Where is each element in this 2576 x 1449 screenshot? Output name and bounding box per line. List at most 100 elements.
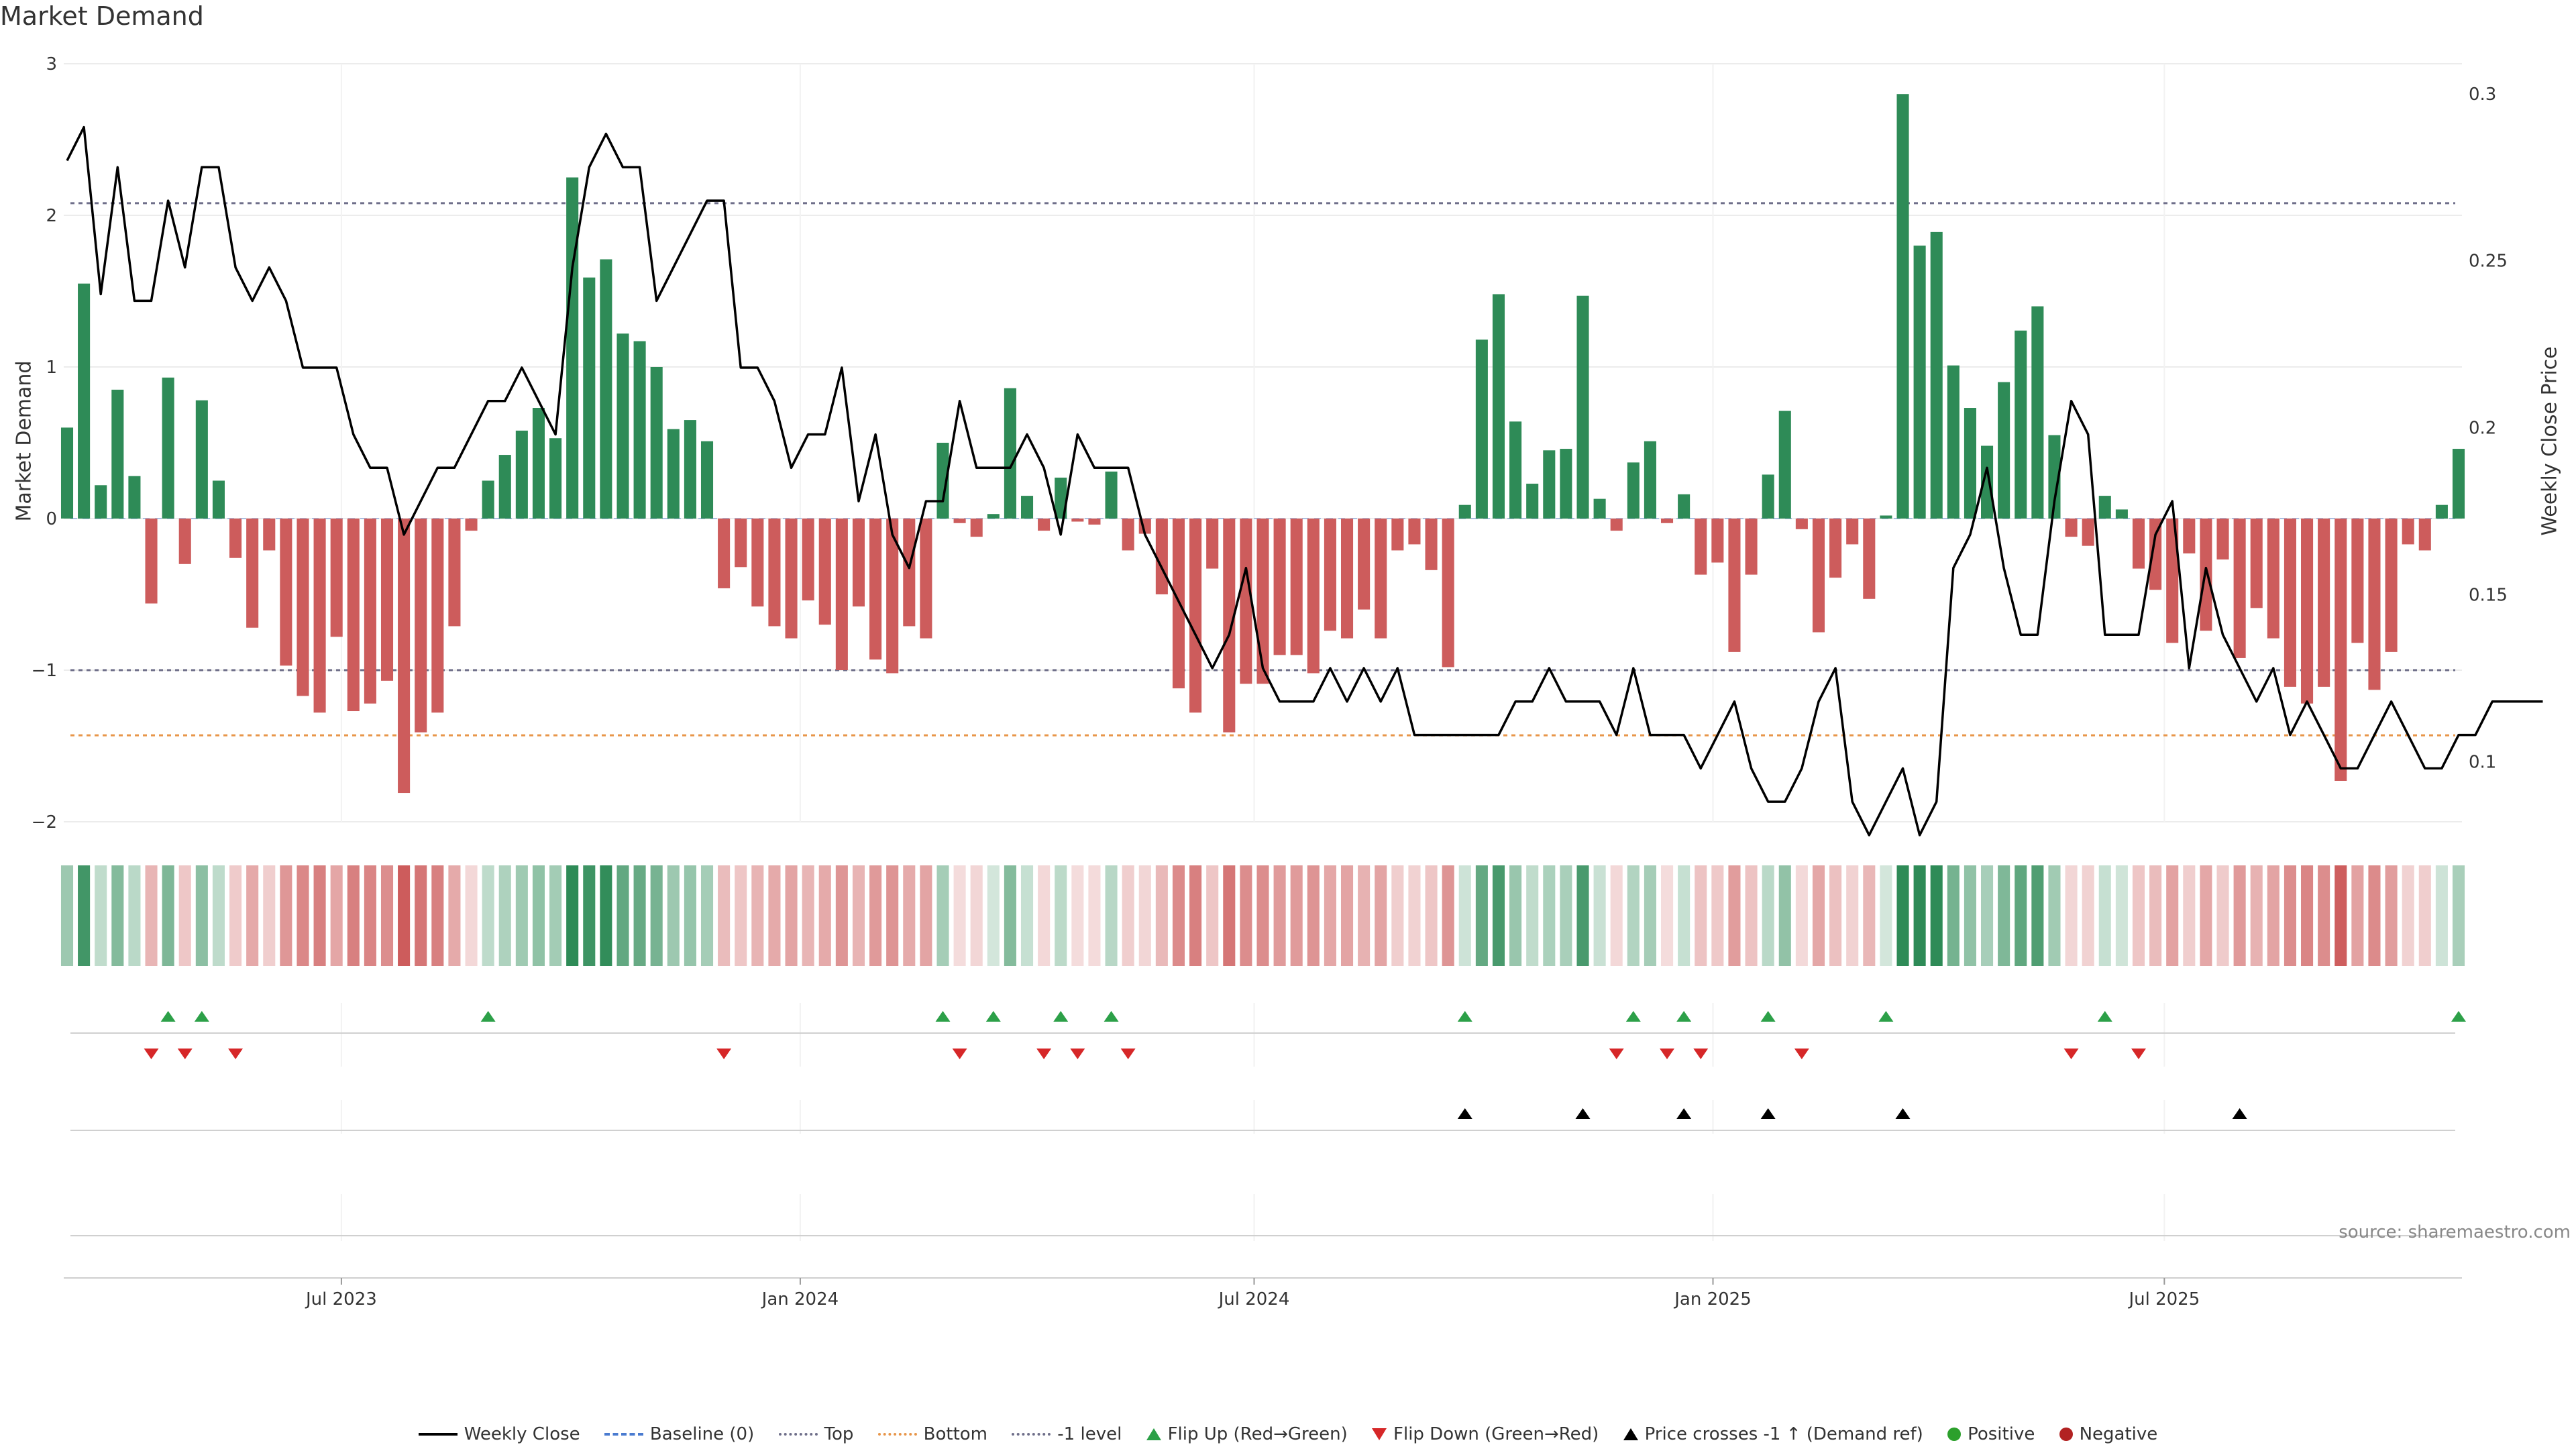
demand-bar — [1913, 246, 1926, 519]
price-cross-marker — [1895, 1108, 1911, 1119]
heat-cell — [2200, 865, 2212, 966]
heat-cell — [2015, 865, 2027, 966]
heat-cell — [1425, 865, 1438, 966]
flip-down-marker — [1120, 1049, 1136, 1059]
flip-down-marker — [177, 1049, 193, 1059]
demand-bar — [1660, 519, 1674, 523]
left-tick-label: 0 — [46, 509, 57, 529]
demand-bar — [583, 277, 596, 519]
demand-bar — [2435, 504, 2448, 519]
flip-up-marker — [1625, 1011, 1641, 1022]
demand-bar — [2149, 519, 2162, 590]
demand-bar — [532, 408, 545, 519]
demand-bar — [1442, 519, 1454, 667]
demand-bar — [297, 519, 309, 696]
legend-dotted-swatch — [877, 1433, 917, 1436]
legend-top: Top — [778, 1424, 853, 1444]
demand-bar — [920, 519, 932, 639]
demand-bar — [2082, 519, 2094, 546]
heat-cell — [751, 865, 764, 966]
demand-bar — [802, 519, 814, 601]
heat-cell — [95, 865, 107, 966]
heat-cell — [2115, 865, 2128, 966]
demand-bar — [1055, 477, 1067, 519]
demand-bar — [1038, 519, 1051, 531]
heat-cell — [2368, 865, 2381, 966]
flip-up-marker — [2097, 1011, 2112, 1022]
heat-cell — [1846, 865, 1859, 966]
demand-bar — [2132, 519, 2145, 569]
heat-cell — [1627, 865, 1640, 966]
heat-cell — [195, 865, 208, 966]
demand-bar — [482, 480, 494, 519]
legend-baseline: Baseline (0) — [604, 1424, 754, 1444]
demand-bar — [2031, 306, 2044, 519]
demand-bar — [751, 519, 764, 607]
flip-down-marker — [1609, 1049, 1624, 1059]
price-cross-marker — [1457, 1108, 1472, 1119]
demand-bar — [280, 519, 292, 666]
legend-bottom: Bottom — [877, 1424, 987, 1444]
demand-bar — [987, 514, 1000, 519]
heat-cell — [1728, 865, 1741, 966]
demand-bar — [1728, 519, 1741, 652]
demand-bar — [835, 519, 848, 670]
flip-up-marker — [1053, 1011, 1069, 1022]
heat-cell — [735, 865, 747, 966]
heat-cell — [364, 865, 376, 966]
flip-down-marker — [144, 1049, 159, 1059]
demand-bar — [1627, 462, 1640, 519]
demand-bar — [2334, 519, 2347, 781]
heat-cell — [566, 865, 579, 966]
heat-cell — [1138, 865, 1151, 966]
legend-positive: Positive — [1947, 1424, 2035, 1444]
heat-cell — [1880, 865, 1892, 966]
heat-cell — [2216, 865, 2229, 966]
flip-up-marker — [194, 1011, 209, 1022]
flip-up-marker — [1457, 1011, 1472, 1022]
demand-bar — [903, 519, 916, 627]
heat-cell — [616, 865, 629, 966]
flip-up-marker — [1878, 1011, 1894, 1022]
demand-bar — [970, 519, 983, 537]
demand-bar — [1020, 496, 1034, 519]
heat-cell — [1560, 865, 1572, 966]
demand-bar — [2351, 519, 2364, 643]
flip-up-marker — [1104, 1011, 1119, 1022]
demand-bar — [1930, 231, 1943, 519]
demand-bar — [1358, 519, 1371, 610]
demand-bar — [2452, 449, 2465, 519]
flip-down-marker — [1036, 1049, 1052, 1059]
demand-bar — [1812, 519, 1825, 633]
demand-heat-strip — [60, 865, 2465, 966]
price-cross-marker — [2232, 1108, 2247, 1119]
demand-bar — [1560, 449, 1572, 519]
heat-cell — [532, 865, 545, 966]
heat-cell — [1458, 865, 1471, 966]
demand-bar — [2385, 519, 2398, 652]
left-tick-label: 1 — [46, 358, 57, 378]
heat-cell — [1981, 865, 1994, 966]
right-tick-label: 0.2 — [2469, 419, 2496, 439]
heat-cell — [1155, 865, 1168, 966]
demand-bar — [60, 427, 74, 519]
demand-bar — [1340, 519, 1354, 639]
demand-bar — [2418, 519, 2431, 551]
demand-bar — [2284, 519, 2296, 687]
demand-bar — [768, 519, 781, 627]
heat-cell — [1509, 865, 1522, 966]
demand-bar — [936, 443, 949, 519]
demand-bar — [2318, 519, 2330, 687]
heat-cell — [1324, 865, 1336, 966]
legend-dash-swatch — [604, 1433, 643, 1436]
heat-cell — [1273, 865, 1286, 966]
flip-down-marker — [228, 1049, 244, 1059]
demand-bar — [347, 519, 360, 712]
x-tick-label: Jan 2025 — [1673, 1289, 1752, 1309]
heat-cell — [1778, 865, 1791, 966]
heat-cell — [2065, 865, 2078, 966]
heat-cell — [953, 865, 966, 966]
demand-bar — [1240, 519, 1252, 684]
heat-cell — [1795, 865, 1808, 966]
demand-bar — [515, 430, 528, 519]
